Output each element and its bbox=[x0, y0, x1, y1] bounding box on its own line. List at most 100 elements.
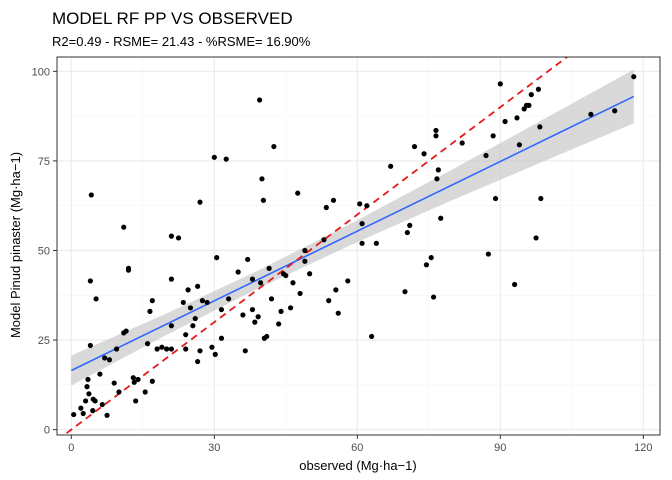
data-point bbox=[528, 92, 534, 98]
data-point bbox=[86, 391, 92, 397]
data-point bbox=[154, 346, 160, 352]
grid bbox=[57, 57, 660, 435]
data-point bbox=[369, 333, 375, 340]
data-point bbox=[388, 163, 394, 169]
data-point bbox=[131, 379, 137, 385]
x-tick-label: 120 bbox=[634, 442, 652, 454]
data-point bbox=[407, 222, 413, 228]
data-point bbox=[483, 152, 489, 159]
one-to-one-line bbox=[65, 57, 568, 434]
data-point bbox=[85, 376, 91, 383]
chart-title: MODEL RF PP VS OBSERVED bbox=[52, 9, 293, 28]
data-point bbox=[113, 346, 120, 352]
data-point bbox=[512, 281, 518, 288]
data-point bbox=[192, 315, 198, 322]
data-point bbox=[111, 380, 117, 386]
data-point bbox=[144, 341, 151, 347]
data-point bbox=[490, 133, 496, 139]
data-point bbox=[276, 321, 282, 327]
data-point bbox=[92, 398, 98, 404]
data-point bbox=[631, 74, 637, 80]
data-point bbox=[97, 371, 103, 377]
data-point bbox=[245, 256, 251, 263]
data-point bbox=[102, 355, 108, 361]
data-point bbox=[106, 357, 113, 363]
identity-line bbox=[65, 57, 568, 434]
data-point bbox=[116, 389, 122, 395]
data-point bbox=[104, 412, 110, 418]
x-axis-ticks: 0 30 60 90 120 bbox=[68, 435, 652, 454]
data-point bbox=[125, 265, 132, 271]
data-point bbox=[538, 195, 544, 202]
fit-line bbox=[70, 95, 635, 372]
data-point bbox=[326, 298, 332, 304]
data-point bbox=[423, 262, 430, 268]
data-point bbox=[121, 224, 127, 230]
x-tick-label: 0 bbox=[68, 442, 74, 454]
data-point bbox=[421, 151, 427, 157]
data-point bbox=[185, 287, 191, 293]
data-point bbox=[526, 102, 532, 108]
data-point bbox=[307, 271, 313, 277]
data-point bbox=[295, 190, 301, 196]
data-point bbox=[87, 278, 93, 284]
data-point bbox=[147, 308, 153, 314]
data-point bbox=[359, 221, 365, 227]
data-point bbox=[93, 296, 99, 302]
data-point bbox=[168, 323, 175, 329]
data-point bbox=[183, 346, 189, 352]
data-point bbox=[359, 240, 365, 246]
data-point bbox=[249, 276, 256, 282]
data-point bbox=[502, 118, 508, 125]
data-point bbox=[190, 323, 196, 329]
data-point bbox=[164, 346, 170, 352]
data-point bbox=[433, 127, 439, 134]
data-point bbox=[364, 203, 370, 209]
data-point bbox=[283, 272, 289, 279]
data-point bbox=[335, 310, 341, 316]
x-tick-label: 30 bbox=[208, 442, 220, 454]
panel-border bbox=[56, 56, 661, 436]
data-point bbox=[373, 240, 379, 246]
data-point bbox=[438, 215, 444, 221]
data-point bbox=[428, 255, 434, 261]
y-tick-label: 25 bbox=[38, 335, 50, 347]
y-tick-label: 100 bbox=[32, 66, 50, 78]
x-tick-label: 90 bbox=[494, 442, 506, 454]
data-point bbox=[266, 265, 272, 271]
data-point bbox=[199, 298, 205, 304]
y-tick-label: 0 bbox=[44, 425, 50, 437]
y-axis-ticks: 0 25 50 75 100 bbox=[32, 66, 57, 437]
data-point bbox=[345, 278, 351, 284]
data-point bbox=[209, 344, 215, 350]
data-point bbox=[612, 108, 618, 114]
data-point bbox=[256, 97, 263, 103]
data-point bbox=[197, 348, 203, 354]
data-point bbox=[514, 115, 520, 121]
regression-line bbox=[70, 95, 635, 372]
data-point bbox=[242, 348, 248, 354]
confidence-band bbox=[71, 69, 634, 386]
data-point bbox=[249, 306, 256, 313]
data-point bbox=[223, 156, 229, 162]
data-point bbox=[257, 280, 264, 286]
x-tick-label: 60 bbox=[351, 442, 363, 454]
data-point bbox=[435, 167, 441, 173]
data-point bbox=[287, 305, 294, 311]
data-point bbox=[123, 328, 129, 334]
data-point bbox=[333, 287, 339, 293]
data-point bbox=[133, 398, 139, 404]
data-point bbox=[271, 143, 277, 150]
data-point bbox=[214, 255, 220, 261]
chart-subtitle: R2=0.49 - RSME= 21.43 - %RSME= 16.90% bbox=[52, 34, 311, 49]
data-point bbox=[218, 306, 225, 313]
data-point bbox=[411, 143, 418, 150]
data-point bbox=[492, 195, 499, 202]
data-point bbox=[357, 201, 363, 207]
data-point bbox=[149, 298, 155, 304]
data-point bbox=[252, 319, 258, 325]
data-point bbox=[535, 86, 542, 92]
data-point bbox=[321, 237, 327, 243]
data-point bbox=[71, 411, 77, 418]
data-point bbox=[159, 344, 165, 350]
